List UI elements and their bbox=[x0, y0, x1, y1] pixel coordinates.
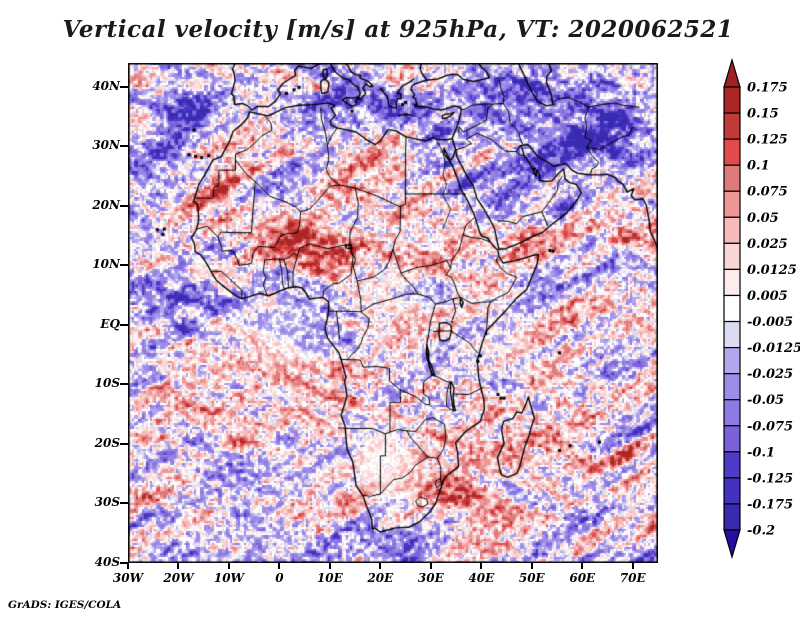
y-axis-label: 30N bbox=[92, 138, 120, 153]
y-axis-tick bbox=[120, 562, 128, 564]
colorbar-segment bbox=[723, 242, 741, 271]
x-axis-label: 30E bbox=[417, 571, 444, 585]
plot-title: Vertical velocity [m/s] at 925hPa, VT: 2… bbox=[62, 16, 734, 43]
colorbar-segment bbox=[723, 320, 741, 349]
colorbar-label: 0.125 bbox=[747, 133, 788, 148]
colorbar-label: -0.0125 bbox=[747, 341, 800, 356]
y-axis-label: 10N bbox=[92, 257, 120, 272]
colorbar-arrow-down bbox=[723, 529, 741, 560]
colorbar-label: -0.175 bbox=[747, 497, 793, 512]
x-axis-label: 40E bbox=[468, 571, 495, 585]
map-canvas bbox=[128, 63, 658, 563]
y-axis-label: EQ bbox=[100, 316, 120, 331]
colorbar: 0.175 0.15 0.125 0.1 0.075 0.05 0.025 0.0125 0.0… bbox=[723, 57, 800, 560]
map-plot-area bbox=[128, 63, 658, 563]
grads-credit: GrADS: IGES/COLA bbox=[8, 599, 122, 611]
y-axis-tick bbox=[120, 502, 128, 505]
x-axis-tick bbox=[480, 563, 483, 569]
x-axis-tick bbox=[328, 563, 331, 569]
y-axis-tick bbox=[120, 204, 128, 207]
x-axis-tick bbox=[227, 563, 230, 569]
colorbar-segment bbox=[723, 477, 741, 505]
x-axis-tick bbox=[379, 563, 382, 569]
colorbar-segment bbox=[723, 138, 741, 166]
colorbar-label: 0.15 bbox=[747, 107, 779, 122]
x-axis-label: 10E bbox=[316, 571, 343, 585]
colorbar-segment bbox=[723, 451, 741, 479]
y-axis-tick bbox=[120, 323, 128, 326]
y-axis-tick bbox=[120, 85, 128, 88]
colorbar-label: -0.05 bbox=[747, 393, 784, 408]
x-axis-label: 30W bbox=[112, 571, 144, 585]
colorbar-segment bbox=[723, 86, 741, 114]
x-axis-label: 20W bbox=[163, 571, 194, 585]
colorbar-label: -0.025 bbox=[747, 367, 793, 382]
x-axis-label: 0 bbox=[275, 571, 284, 585]
colorbar-label: -0.125 bbox=[747, 471, 793, 486]
colorbar-arrow-up bbox=[723, 57, 741, 88]
x-axis-tick bbox=[631, 563, 634, 569]
colorbar-segment bbox=[723, 425, 741, 453]
x-axis-tick bbox=[581, 563, 584, 569]
colorbar-segment bbox=[723, 373, 741, 401]
y-axis-tick bbox=[120, 264, 128, 267]
y-axis-label: 20N bbox=[92, 197, 120, 212]
colorbar-segment bbox=[723, 399, 741, 427]
y-axis-tick bbox=[120, 442, 128, 445]
colorbar-label: -0.075 bbox=[747, 419, 793, 434]
colorbar-segment bbox=[723, 294, 741, 323]
colorbar-segment bbox=[723, 268, 741, 297]
colorbar-label: 0.05 bbox=[747, 211, 779, 226]
colorbar-label: 0.1 bbox=[747, 159, 770, 174]
colorbar-label: 0.0125 bbox=[747, 263, 797, 278]
colorbar-segment bbox=[723, 216, 741, 244]
colorbar-label: 0.025 bbox=[747, 237, 788, 252]
colorbar-label: -0.1 bbox=[747, 445, 775, 460]
colorbar-label: -0.005 bbox=[747, 315, 793, 330]
colorbar-label: -0.2 bbox=[747, 524, 775, 539]
x-axis-label: 10W bbox=[213, 571, 245, 585]
colorbar-segment bbox=[723, 190, 741, 218]
colorbar-segment bbox=[723, 164, 741, 192]
colorbar-label: 0.005 bbox=[747, 289, 788, 304]
x-axis-tick bbox=[530, 563, 533, 569]
y-axis-tick bbox=[120, 145, 128, 148]
colorbar-label: 0.175 bbox=[747, 81, 788, 96]
x-axis-label: 70E bbox=[619, 571, 646, 585]
y-axis-label: 40N bbox=[92, 78, 120, 93]
x-axis-tick bbox=[127, 563, 129, 569]
x-axis-tick bbox=[429, 563, 432, 569]
colorbar-segment bbox=[723, 346, 741, 375]
y-axis-label: 30S bbox=[94, 495, 120, 510]
colorbar-segment bbox=[723, 503, 741, 531]
x-axis-label: 60E bbox=[569, 571, 596, 585]
y-axis-label: 10S bbox=[94, 376, 120, 391]
y-axis-label: 20S bbox=[94, 435, 120, 450]
colorbar-segment bbox=[723, 112, 741, 140]
x-axis-label: 50E bbox=[518, 571, 545, 585]
colorbar-label: 0.075 bbox=[747, 185, 788, 200]
y-axis-label: 40S bbox=[94, 555, 120, 569]
x-axis-tick bbox=[278, 563, 281, 569]
y-axis-tick bbox=[120, 383, 128, 386]
x-axis-label: 20E bbox=[367, 571, 394, 585]
x-axis-tick bbox=[177, 563, 180, 569]
